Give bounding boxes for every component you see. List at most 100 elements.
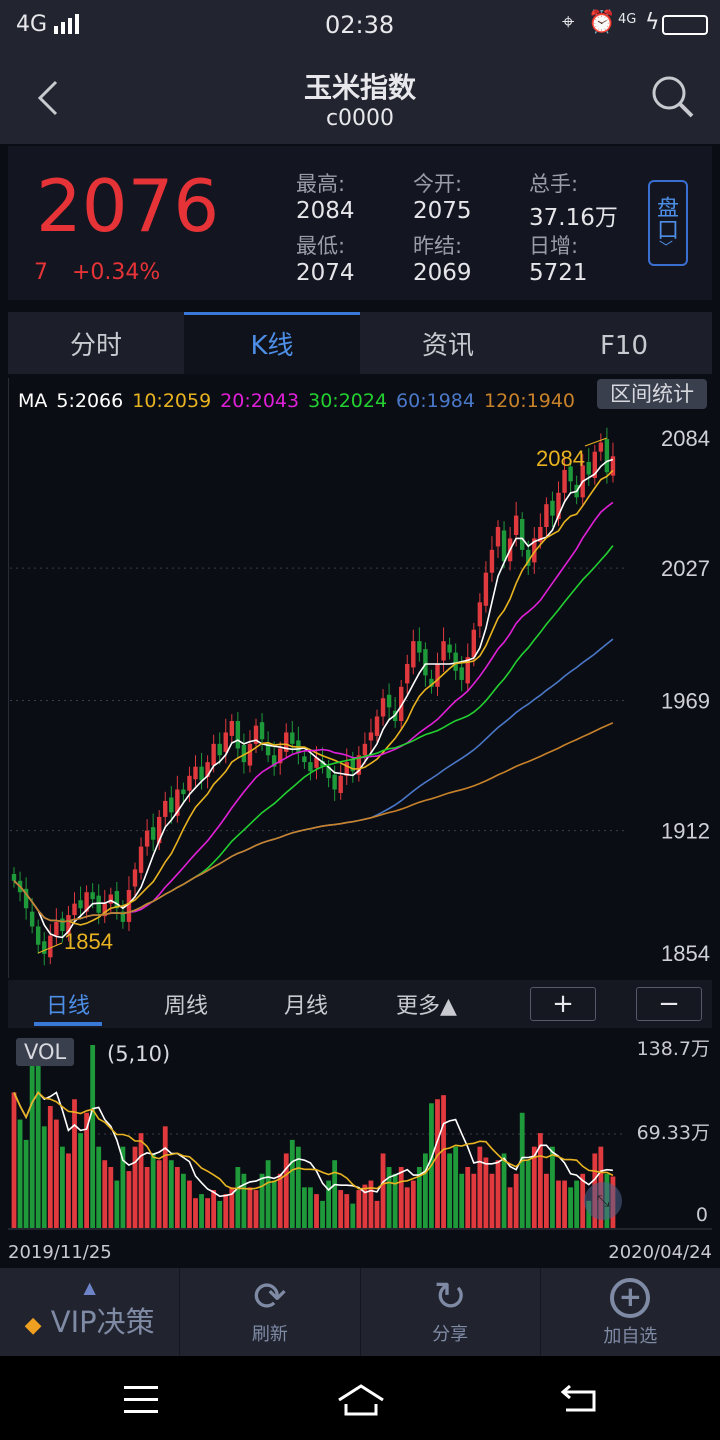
candle-body [399,686,404,722]
battery-icon [662,15,708,35]
candle-body [187,775,192,791]
vip-button[interactable]: ▲ ◆ VIP决策 [0,1268,181,1356]
candle-body [556,492,561,520]
menu-icon[interactable] [124,1386,158,1413]
candle-body [138,846,144,873]
clock: 02:38 [325,11,395,39]
volume-bar [495,1160,501,1228]
volume-bar [562,1180,567,1228]
ma10: 10:2059 [132,390,212,412]
volume-bar [150,1153,156,1228]
volume-bar [223,1194,229,1228]
quote-panel: 2076 7 +0.34% 最高: 2084 今开: 2075 总手: 37.16万 … [8,146,712,300]
volume-bar [404,1187,410,1228]
plus-circle-icon: + [610,1278,651,1318]
volume-bar [556,1180,561,1228]
tab-timeshare[interactable]: 分时 [69,331,122,361]
refresh-icon: ⟳ [253,1274,287,1320]
range-stats-button[interactable]: 区间统计 [597,379,707,409]
volume-bar [156,1160,162,1228]
candle-body [157,816,162,844]
volume-bar [53,1119,59,1228]
add-watchlist-button[interactable]: + 加自选 [603,1278,658,1347]
candle-body [405,663,410,684]
candle-body [568,466,573,482]
volume-bar [519,1112,525,1228]
volume-bar [447,1153,452,1228]
candle-body [181,789,186,795]
zoom-in-button[interactable]: + [530,987,596,1021]
candle-body [96,895,101,913]
volume-bar [302,1187,307,1228]
candle-body [538,527,543,542]
network-4g-icon: 4G [618,12,637,27]
price-axis-label: 1969 [661,689,710,714]
zoom-out-button[interactable]: − [636,987,702,1021]
candle-body [592,451,597,478]
home-icon[interactable] [336,1382,386,1418]
volume-bar [531,1146,537,1228]
ma5-line [13,458,614,939]
nav-header: 玉米指数 c0000 [0,50,720,144]
back-icon[interactable] [34,78,60,118]
stat-high: 最高: 2084 [296,172,355,224]
vol-ma5-line [13,1091,613,1198]
stat-low: 最低: 2074 [296,234,355,286]
fullscreen-icon[interactable]: ⤡ [584,1182,622,1220]
volume-bar [465,1167,471,1228]
volume-bar [193,1198,198,1228]
candle-body [465,657,470,684]
kline-chart[interactable]: 2084 2027 1969 1912 1854 2084 1854 [0,378,720,978]
volume-bar [295,1146,301,1228]
candle-body [193,766,198,780]
ma-legend: MA 5:2066 10:2059 20:2043 30:2024 60:198… [18,390,576,412]
candle-body [356,755,362,775]
volume-bar [241,1173,247,1228]
tab-news[interactable]: 资讯 [421,331,474,361]
search-icon[interactable] [650,74,696,120]
bottom-toolbar: ▲ ◆ VIP决策 ⟳ 刷新 ↻ 分享 + 加自选 [0,1268,720,1356]
ma120-line [13,722,614,923]
tab-kline[interactable]: K线 [184,312,360,374]
volume-bar [265,1160,271,1228]
back-nav-icon[interactable] [560,1382,600,1416]
candle-body [36,926,41,945]
period-monthly[interactable]: 月线 [284,994,329,1019]
period-weekly[interactable]: 周线 [164,994,209,1019]
period-more[interactable]: 更多▲ [396,994,457,1019]
volume-bar [374,1200,380,1228]
candle-body [453,652,458,671]
period-bar: 日线 周线 月线 更多▲ + − [8,980,712,1028]
volume-bar [314,1194,319,1228]
volume-bar [380,1153,386,1228]
volume-indicator-label[interactable]: VOL [16,1038,75,1066]
volume-bar [17,1119,23,1228]
high-marker-label: 2084 [536,446,585,471]
volume-bar [187,1180,192,1228]
share-button[interactable]: ↻ 分享 [361,1268,541,1356]
volume-bar [289,1139,295,1228]
candle-body [278,748,283,764]
candle-body [386,694,392,708]
volume-bar [211,1190,217,1228]
candle-body [338,775,343,793]
volume-bar [247,1187,253,1228]
period-daily[interactable]: 日线 [46,994,91,1019]
volume-bar [60,1146,65,1228]
chevron-down-icon: 〉 [657,240,673,254]
tab-f10[interactable]: F10 [599,331,649,361]
volume-bar [120,1146,126,1228]
ma30-line [13,545,614,923]
candle-body [532,538,537,563]
order-book-button[interactable]: 盘口〉 [648,180,688,266]
volume-bar [435,1099,440,1228]
volume-axis-mid: 69.33万 [636,1122,710,1144]
refresh-button[interactable]: ⟳ 刷新 [180,1268,361,1356]
volume-bar [132,1146,138,1228]
candle-body [501,530,507,562]
candle-body [108,894,113,904]
ma10-line [13,469,614,926]
candle-body [132,869,138,887]
candle-body [211,743,216,766]
candle-body [326,766,331,779]
